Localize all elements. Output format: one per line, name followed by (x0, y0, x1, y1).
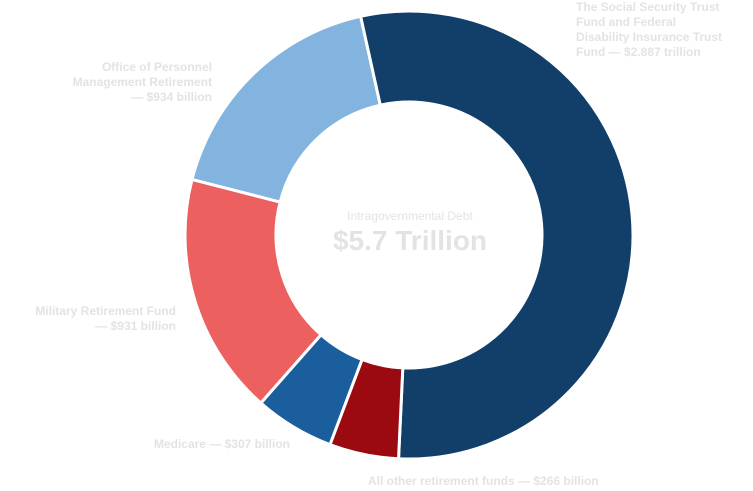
label-medicare: Medicare — $307 billion (153, 437, 290, 451)
label-military: Military Retirement Fund — $931 billion (35, 304, 176, 333)
label-opm: Office of Personnel Management Retiremen… (72, 60, 212, 104)
slice-opm (190, 14, 383, 204)
label-other-retirement: All other retirement funds — $266 billio… (368, 474, 599, 488)
slice-social-security (358, 9, 635, 461)
center-title: Intragovernmental Debt (347, 209, 473, 223)
center-total: $5.7 Trillion (332, 225, 488, 256)
label-social-security: The Social Security Trust Fund and Feder… (576, 0, 723, 59)
